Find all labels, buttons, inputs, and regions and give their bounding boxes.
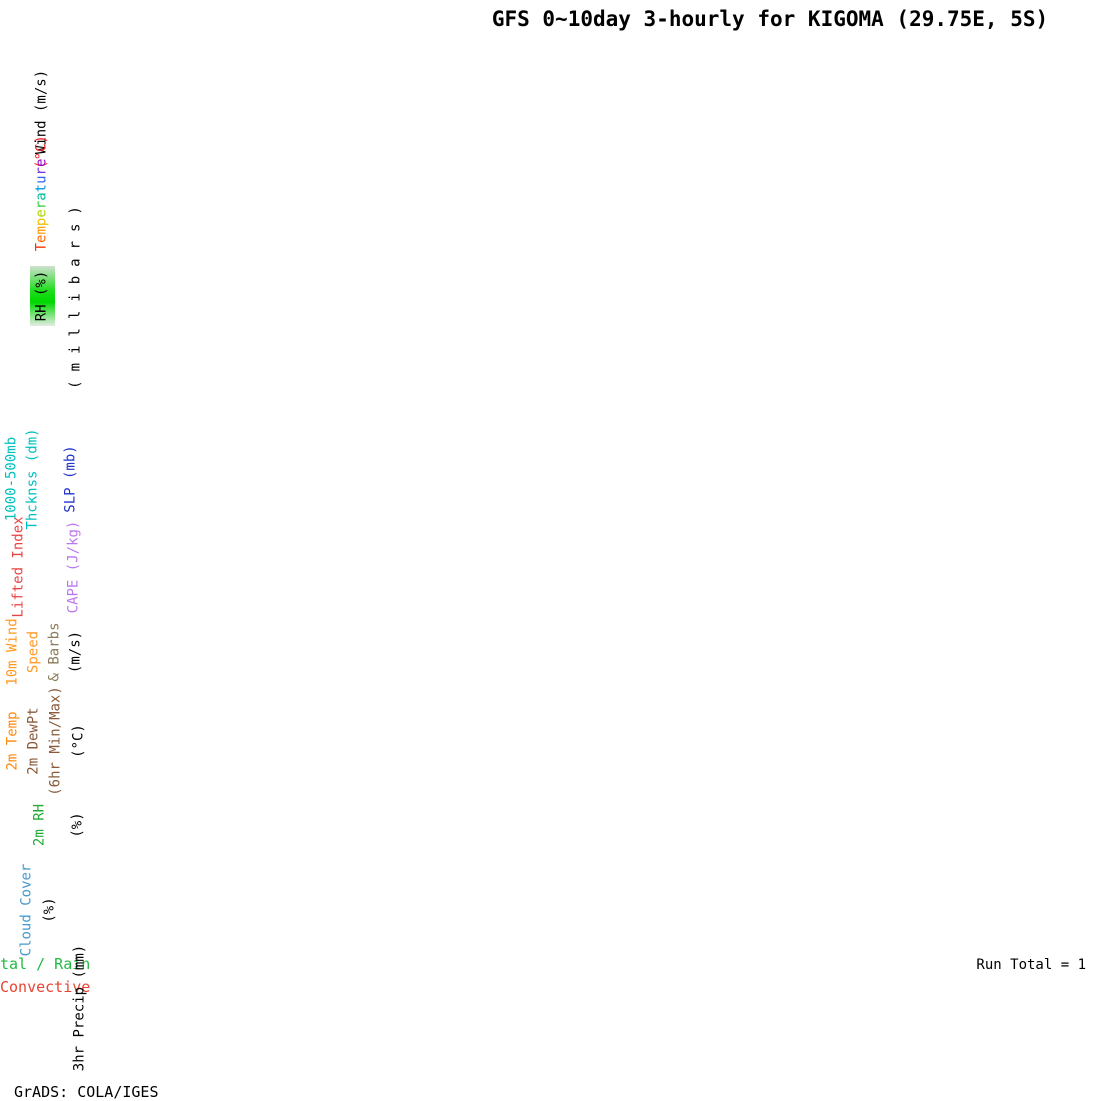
temperature-letter: r: [33, 200, 50, 210]
run-total-annotation: Run Total = 1: [976, 957, 1086, 973]
thickness-axis-label-1: 1000-500mb: [3, 436, 20, 522]
precip-convective-legend: Convective: [0, 978, 91, 996]
temperature-letter: a: [33, 192, 50, 201]
cloud-cover-units-label: (%): [41, 897, 58, 923]
wind10m-units-label: (m/s): [67, 630, 84, 674]
precip-axis-label: 3hr Precip (mm): [71, 944, 88, 1072]
temperature-letter: T: [33, 242, 50, 252]
temperature-letter: m: [33, 226, 50, 235]
cloud-cover-axis-label: Cloud Cover: [18, 863, 35, 957]
temperature-letter: r: [33, 167, 50, 176]
temperature-letter: t: [33, 183, 50, 193]
thickness-axis-label-2: Thcknss (dm): [24, 428, 41, 530]
minmax-axis-label: (6hr Min/Max): [47, 686, 64, 796]
wind10m-axis-label-2: Speed: [25, 630, 42, 674]
temp2m-units-label: (°C): [70, 724, 87, 758]
millibars-axis-label: (millibars): [67, 197, 84, 389]
chart-title: GFS 0~10day 3-hourly for KIGOMA (29.75E,…: [491, 7, 1049, 31]
grads-footer: GrADS: COLA/IGES: [14, 1083, 159, 1101]
temperature-letter: e: [33, 209, 50, 218]
dewpt-axis-label: 2m DewPt: [25, 707, 42, 775]
lifted-index-axis-label: Lifted Index: [10, 516, 27, 618]
rh-axis-label: RH (%): [33, 270, 50, 322]
wind10m-axis-label-1: 10m Wind: [4, 618, 21, 686]
slp-axis-label: SLP (mb): [62, 445, 79, 513]
rh2m-units-label: (%): [69, 812, 86, 838]
temperature-letter: e: [33, 234, 50, 243]
wind10m-axis-label-3: & Barbs: [46, 622, 63, 682]
temp2m-axis-label: 2m Temp: [4, 711, 21, 771]
temperature-letter: u: [33, 175, 50, 184]
temperature-letter: p: [33, 217, 50, 227]
precip-total-legend: tal / Rain: [0, 955, 91, 973]
cape-axis-label: CAPE (J/kg): [65, 520, 82, 614]
temperature-letter: e: [33, 158, 50, 168]
rh2m-axis-label: 2m RH: [31, 803, 48, 847]
rh-legend-gradient: RH (%): [30, 266, 55, 326]
temperature-axis-label: Temperature: [33, 158, 50, 252]
